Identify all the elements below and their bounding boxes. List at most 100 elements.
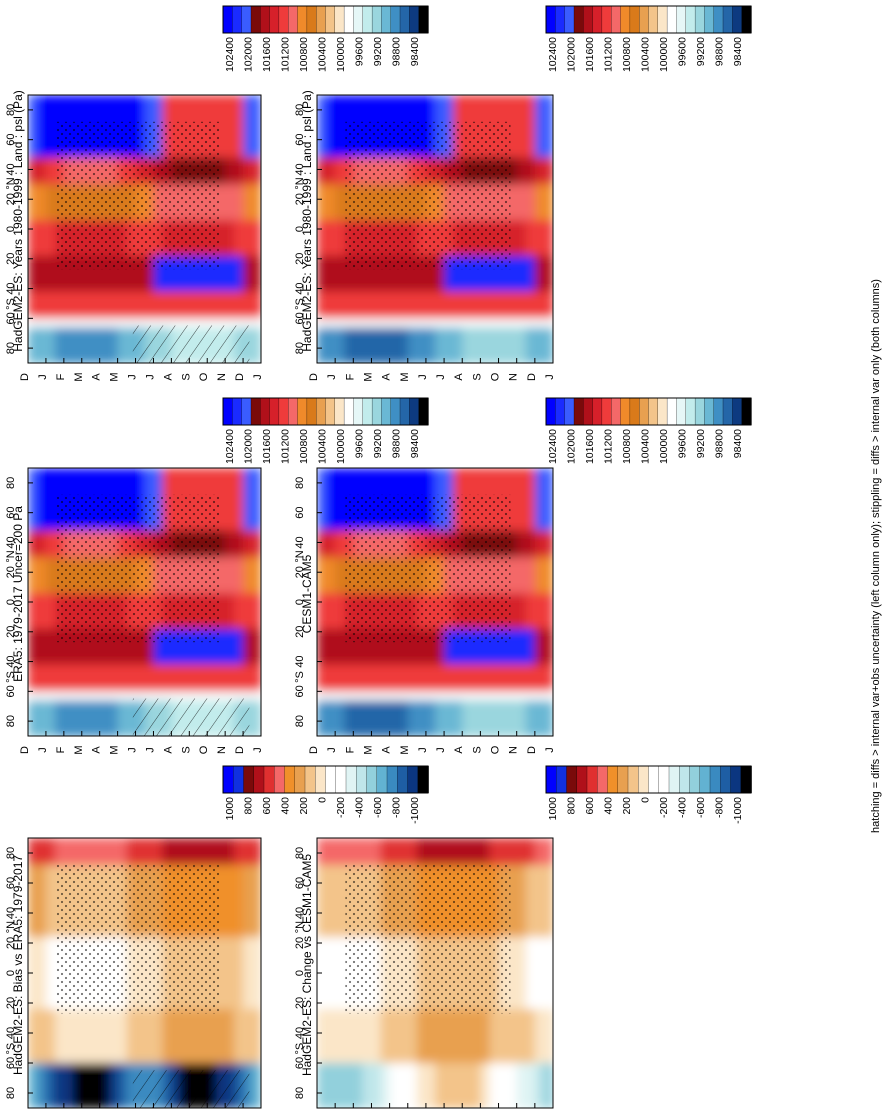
heatmap-cell — [243, 691, 253, 701]
heatmap-cell — [126, 318, 137, 328]
heatmap-cell — [398, 691, 409, 701]
heatmap-cell — [344, 300, 354, 310]
heatmap-cell — [45, 468, 56, 478]
heatmap-cell — [471, 468, 481, 478]
heatmap-cell — [416, 354, 427, 363]
heatmap-cell — [516, 901, 527, 911]
heatmap-cell — [45, 946, 56, 956]
heatmap-cell — [444, 468, 454, 478]
heatmap-cell — [117, 327, 128, 337]
heatmap-cell — [99, 1054, 110, 1064]
heatmap-cell — [28, 148, 38, 159]
heatmap-cell — [516, 494, 527, 505]
heatmap-cell — [380, 838, 391, 848]
heatmap-cell — [389, 264, 400, 275]
heatmap-cell — [516, 175, 527, 185]
heatmap-cell — [326, 530, 336, 540]
heatmap-cell — [380, 682, 391, 692]
heatmap-cell — [389, 1063, 400, 1073]
heatmap-cell — [207, 1018, 217, 1028]
heatmap-cell — [489, 856, 500, 866]
heatmap-cell — [507, 300, 518, 310]
heatmap-cell — [37, 354, 47, 363]
heatmap-cell — [416, 476, 427, 487]
heatmap-cell — [37, 95, 47, 105]
colorbar-swatch — [325, 765, 337, 794]
heatmap-cell — [543, 718, 553, 728]
heatmap-cell — [54, 327, 65, 337]
heatmap-cell — [81, 309, 92, 319]
heatmap-cell — [407, 637, 418, 648]
heatmap-cell — [489, 1045, 500, 1055]
heatmap-cell — [252, 345, 261, 355]
heatmap-cell — [398, 1054, 409, 1064]
heatmap-cell — [135, 1018, 146, 1028]
heatmap-cell — [171, 95, 181, 105]
heatmap-cell — [335, 937, 345, 947]
heatmap-cell — [416, 103, 427, 114]
colorbar-label: 102000 — [243, 37, 255, 72]
colorbar-swatch — [269, 5, 280, 34]
heatmap-cell — [90, 847, 101, 857]
heatmap-cell — [72, 1054, 83, 1064]
heatmap-cell — [28, 220, 38, 230]
heatmap-cell — [37, 121, 47, 132]
heatmap-cell — [28, 1081, 38, 1091]
heatmap-cell — [72, 476, 83, 487]
heatmap-cell — [353, 682, 363, 692]
heatmap-cell — [81, 476, 92, 487]
heatmap-cell — [117, 1081, 128, 1091]
month-label: J — [252, 374, 264, 380]
heatmap-cell — [398, 655, 409, 666]
lat-label: 20 — [294, 566, 306, 578]
heatmap-cell — [516, 202, 527, 212]
heatmap-cell — [335, 928, 345, 938]
heatmap-cell — [117, 1009, 128, 1019]
heatmap-cell — [234, 130, 244, 141]
heatmap-cell — [45, 202, 56, 212]
colorbar-swatch — [343, 5, 355, 34]
heatmap-cell — [516, 1027, 527, 1037]
heatmap-cell — [534, 309, 545, 319]
heatmap-cell — [243, 1036, 253, 1046]
heatmap-cell — [37, 955, 47, 965]
heatmap-cell — [335, 865, 345, 875]
heatmap-cell — [380, 95, 391, 105]
colorbar-swatch — [356, 765, 368, 794]
heatmap-cell — [90, 309, 101, 319]
heatmap-cell — [498, 476, 509, 487]
heatmap-cell — [37, 166, 47, 176]
heatmap-cell — [398, 1036, 409, 1046]
heatmap-cell — [28, 593, 38, 603]
heatmap-cell — [99, 95, 110, 105]
heatmap-cell — [90, 345, 101, 355]
heatmap-cell — [207, 112, 217, 123]
colorbar-swatch — [409, 5, 420, 34]
heatmap-cell — [471, 838, 481, 848]
heatmap-cell — [135, 1045, 146, 1055]
heatmap-cell — [462, 309, 472, 319]
heatmap-cell — [498, 1018, 509, 1028]
heatmap-cell — [362, 1018, 373, 1028]
heatmap-cell — [344, 838, 354, 848]
heatmap-cell — [225, 883, 235, 893]
heatmap-cell — [335, 655, 345, 666]
heatmap-cell — [216, 229, 226, 239]
heatmap-cell — [516, 892, 527, 902]
heatmap-cell — [99, 476, 110, 487]
heatmap-cell — [225, 211, 235, 221]
heatmap-cell — [525, 184, 536, 194]
heatmap-cell — [317, 112, 327, 123]
heatmap-cell — [335, 1054, 345, 1064]
heatmap-cell — [525, 628, 536, 639]
heatmap-cell — [444, 1036, 454, 1046]
heatmap-cell — [225, 566, 235, 576]
colorbar-swatch — [362, 397, 373, 426]
heatmap-cell — [326, 946, 336, 956]
heatmap-cell — [135, 847, 146, 857]
colorbar-swatch — [545, 397, 556, 426]
lat-label: 40 — [294, 655, 306, 667]
heatmap-cell — [543, 838, 553, 848]
heatmap-cell — [525, 336, 536, 346]
heatmap-cell — [225, 1045, 235, 1055]
